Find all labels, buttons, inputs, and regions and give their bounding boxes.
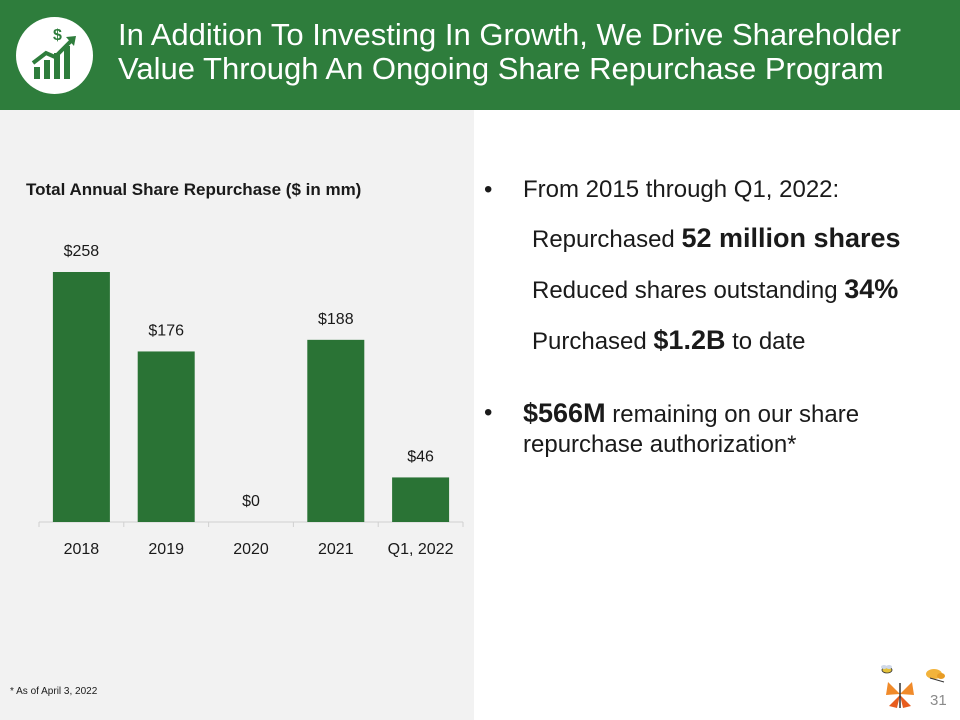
bullet-dot: •: [484, 399, 493, 426]
svg-text:$: $: [53, 27, 62, 44]
bullet-2-text-line2: repurchase authorization*: [523, 431, 797, 458]
sub-item-shares: Repurchased 52 million shares: [532, 224, 954, 254]
x-tick-label: 2021: [318, 541, 354, 558]
data-label: $176: [148, 322, 184, 339]
bullet-2-text-line1: remaining on our share: [605, 401, 860, 428]
growth-chart-dollar-icon: $: [31, 27, 76, 79]
sub-item-outstanding: Reduced shares outstanding 34%: [532, 275, 954, 305]
sub-item-purchased-value: $1.2B: [653, 325, 726, 355]
bar-2018: [52, 272, 110, 522]
header-bar: $ In Addition To Investing In Growth, We…: [0, 0, 960, 110]
bee-icon: [881, 665, 893, 674]
logo: $: [16, 17, 93, 94]
sub-item-purchased-suffix: to date: [725, 328, 806, 355]
x-tick-label: 2018: [64, 541, 100, 558]
title-line-2: Value Through An Ongoing Share Repurchas…: [118, 51, 884, 86]
chart-title: Total Annual Share Repurchase ($ in mm): [26, 180, 362, 199]
data-label: $46: [407, 448, 434, 465]
bar-2019: [137, 351, 195, 522]
bullet-2: • $566M remaining on our share repurchas…: [484, 398, 954, 460]
sub-item-outstanding-value: 34%: [844, 274, 899, 304]
bar-2021: [307, 339, 365, 522]
bar-q1-2022: [392, 477, 450, 522]
page-number: 31: [930, 692, 947, 709]
footnote: * As of April 3, 2022: [10, 686, 98, 697]
bullet-1-text: From 2015 through Q1, 2022:: [523, 176, 840, 203]
bullet-list: • From 2015 through Q1, 2022: Repurchase…: [484, 176, 954, 460]
sub-item-purchased: Purchased $1.2B to date: [532, 326, 954, 356]
bar-chart: $258 2018 $176 2019 $0 2020 $188 2021 $46 Q1, 202…: [38, 243, 464, 558]
moth-icon: [926, 669, 945, 683]
bullet-1: • From 2015 through Q1, 2022:: [484, 176, 954, 204]
data-label: $188: [318, 311, 354, 328]
x-tick-label: 2020: [233, 541, 269, 558]
sub-item-shares-value: 52 million shares: [681, 223, 901, 253]
decorative-insects: [881, 665, 945, 708]
bullet-2-value: $566M: [523, 398, 606, 428]
page-title: In Addition To Investing In Growth, We D…: [118, 18, 948, 86]
sub-item-shares-text: Repurchased: [532, 226, 682, 253]
bullet-dot: •: [484, 176, 493, 203]
x-tick-label: Q1, 2022: [388, 541, 454, 558]
butterfly-icon: [886, 682, 914, 708]
data-label: $258: [64, 243, 100, 260]
x-tick-label: 2019: [148, 541, 184, 558]
sub-item-purchased-text: Purchased: [532, 328, 654, 355]
data-label: $0: [242, 493, 260, 510]
sub-item-outstanding-text: Reduced shares outstanding: [532, 277, 845, 304]
title-line-1: In Addition To Investing In Growth, We D…: [118, 17, 901, 52]
